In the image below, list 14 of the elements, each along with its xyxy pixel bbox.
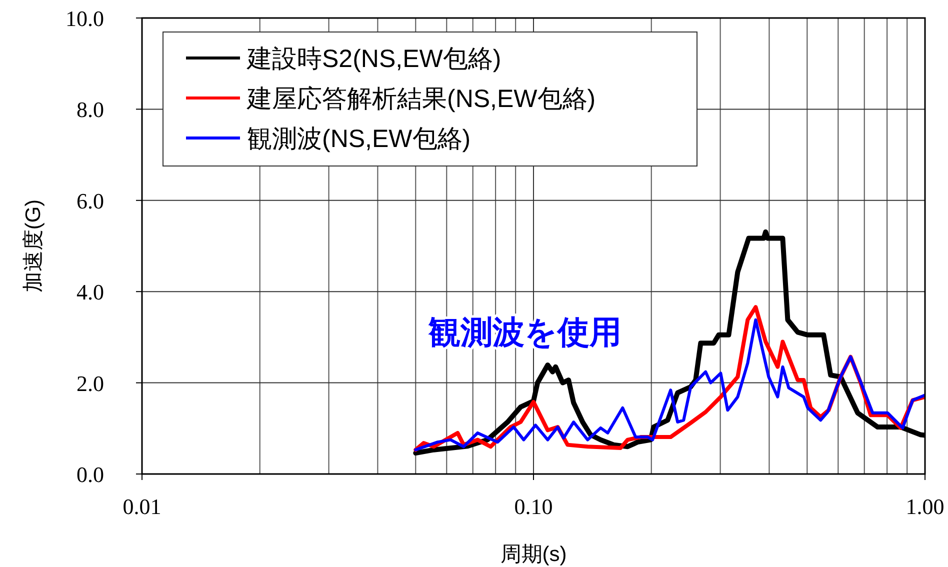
x-tick-label: 0.10: [514, 494, 553, 519]
y-tick-label: 4.0: [76, 280, 104, 305]
legend-label: 建設時S2(NS,EW包絡): [246, 45, 502, 73]
x-axis-title: 周期(s): [500, 543, 567, 566]
legend-label: 建屋応答解析結果(NS,EW包絡): [246, 85, 596, 113]
x-tick-label: 1.00: [906, 494, 944, 519]
legend-label: 観測波(NS,EW包絡): [247, 125, 471, 153]
y-axis-title: 加速度(G): [22, 199, 45, 293]
y-tick-label: 6.0: [76, 188, 104, 214]
y-tick-label: 8.0: [76, 97, 104, 122]
y-tick-label: 0.0: [76, 462, 104, 487]
y-tick-label: 10.0: [66, 6, 104, 31]
y-tick-label: 2.0: [76, 370, 104, 396]
x-tick-label: 0.01: [122, 494, 162, 519]
